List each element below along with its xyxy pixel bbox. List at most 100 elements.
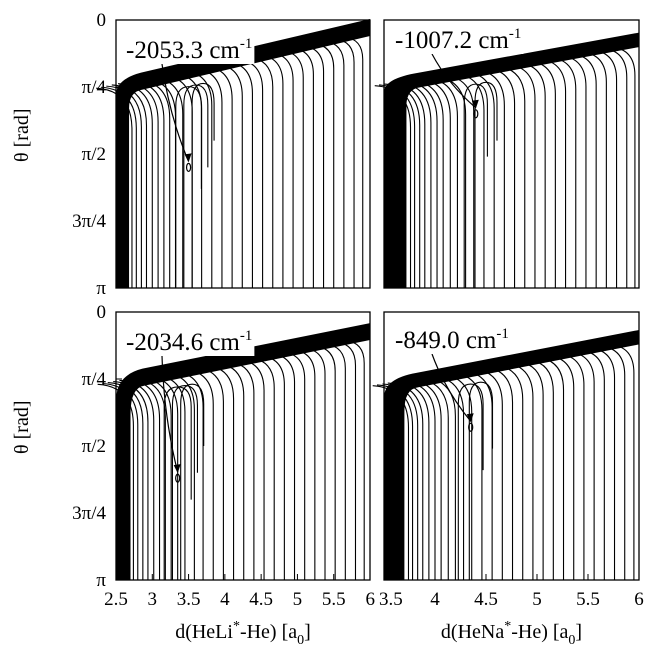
contour-line [96, 87, 133, 288]
x-axis-title-part: -He) [a [511, 621, 568, 643]
contour-line [119, 379, 155, 580]
contour-line [345, 339, 365, 580]
contour-line [136, 79, 171, 288]
energy-label: -2053.3 cm-1 [126, 36, 252, 64]
x-tick-label: 6 [366, 589, 376, 610]
energy-unit-exponent: -1 [496, 326, 509, 342]
contour-line [291, 47, 314, 288]
contour-line [181, 69, 213, 288]
x-tick-label: 6 [634, 589, 644, 610]
contour-line [131, 377, 166, 580]
contour-line [503, 362, 534, 580]
contour-line [97, 383, 134, 580]
y-tick-label: π [96, 570, 106, 591]
x-tick-label: 2.5 [104, 589, 128, 610]
contour-line [414, 377, 449, 580]
contour-line [424, 77, 458, 288]
contour-line [430, 375, 465, 580]
x-tick-label: 4.5 [249, 589, 273, 610]
contour-line [535, 356, 565, 580]
contour-line [514, 360, 544, 580]
contour-line [600, 345, 626, 580]
y-tick-label: π/4 [82, 369, 107, 390]
contour-line [205, 364, 235, 580]
contour-line [449, 371, 483, 580]
x-axis-title-part: 0 [297, 633, 304, 648]
contour-loop [457, 383, 484, 580]
contour-line [546, 354, 575, 580]
contour-line [303, 347, 326, 580]
contour-line [163, 372, 195, 580]
contour-line [325, 343, 346, 580]
contour-line [192, 67, 223, 288]
contour-line [172, 370, 204, 580]
annotation-arrow [161, 355, 179, 473]
contour-line [578, 349, 605, 580]
x-axis-title-part: 0 [568, 633, 575, 648]
contour-line [248, 356, 275, 580]
x-axis-title-part: d(HeLi [175, 621, 233, 643]
contour-line [400, 380, 436, 580]
contour-line [462, 70, 495, 288]
y-tick-label: π/4 [82, 77, 107, 98]
contour-line [270, 353, 296, 580]
contour-line [237, 358, 265, 580]
contour-line [537, 58, 567, 288]
x-tick-label: 5.5 [576, 589, 600, 610]
label-background [393, 26, 524, 54]
contour-line [409, 79, 444, 288]
contour-line [591, 49, 618, 288]
contour-line [183, 368, 214, 580]
contour-line [482, 366, 514, 580]
contour-line [130, 80, 165, 288]
contour-line [227, 360, 255, 580]
contour-line [384, 83, 421, 288]
contour-line [280, 49, 304, 288]
contour-line [527, 60, 556, 288]
contour-line [610, 343, 635, 580]
contour-line [516, 61, 546, 288]
contour-line [484, 67, 516, 288]
minimum-marker [473, 109, 479, 119]
contour-line [452, 72, 485, 288]
contour-line [407, 379, 442, 580]
panel-top-right: -1007.2 cm-1 [374, 19, 640, 289]
x-tick-label: 3.5 [379, 589, 403, 610]
x-axis-title-part: ] [304, 621, 311, 643]
label-background [124, 36, 255, 64]
contour-line [292, 349, 316, 580]
panels: -2053.3 cm-10π/4π/23π/4πθ [rad]-1007.2 c… [11, 10, 644, 648]
contour-line [301, 45, 325, 288]
panel-top-left: -2053.3 cm-1 0 π/4 π/2 3π/4 π θ [rad] [11, 10, 371, 299]
contour-line [396, 81, 432, 288]
annotation-arrow [431, 53, 477, 109]
contour-line [402, 80, 438, 288]
panel-bottom-right: -849.0 cm-1 3.5 4 4.5 5 5.5 6 d(HeNa*-He) [a0] [372, 311, 644, 648]
contour-line [259, 355, 285, 580]
contour-line [460, 369, 493, 580]
contour-line [439, 373, 473, 580]
contour-line [505, 63, 536, 288]
x-axis-title-part: ] [575, 621, 582, 643]
plot-frame [383, 19, 640, 289]
contour-line [125, 378, 161, 580]
contour-line [610, 46, 636, 288]
energy-label: -849.0 cm-1 [395, 326, 509, 354]
x-tick-label: 3 [148, 589, 158, 610]
contour-line [138, 376, 172, 580]
contour-line [602, 47, 628, 288]
contour-line [102, 382, 139, 580]
contour-line [216, 362, 245, 580]
contour-line [589, 347, 616, 580]
y-tick-label: 3π/4 [72, 211, 106, 232]
x-axis-title: d(HeLi*-He) [a0] [175, 619, 311, 648]
contour-line [557, 353, 585, 580]
contour-line [106, 85, 142, 288]
contour-line [416, 78, 451, 288]
contour-line [117, 83, 153, 288]
contour-line [382, 383, 419, 580]
y-tick-label: π/2 [82, 144, 106, 165]
arrow-head [184, 153, 192, 163]
minimum-marker [175, 473, 181, 483]
contour-line [471, 367, 503, 580]
